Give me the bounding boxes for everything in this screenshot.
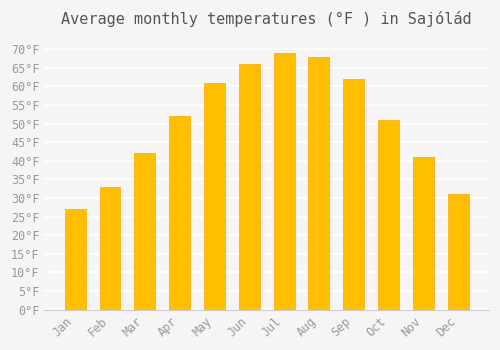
Bar xyxy=(239,64,260,310)
Bar xyxy=(274,53,294,310)
Bar xyxy=(134,153,155,310)
Bar xyxy=(344,79,364,310)
Bar xyxy=(308,57,330,310)
Bar xyxy=(169,116,190,310)
Bar xyxy=(413,157,434,310)
Title: Average monthly temperatures (°F ) in Sajólád: Average monthly temperatures (°F ) in Sa… xyxy=(62,11,472,27)
Bar xyxy=(448,194,468,310)
Bar xyxy=(100,187,120,310)
Bar xyxy=(378,120,399,310)
Bar xyxy=(64,209,86,310)
Bar xyxy=(204,83,225,310)
